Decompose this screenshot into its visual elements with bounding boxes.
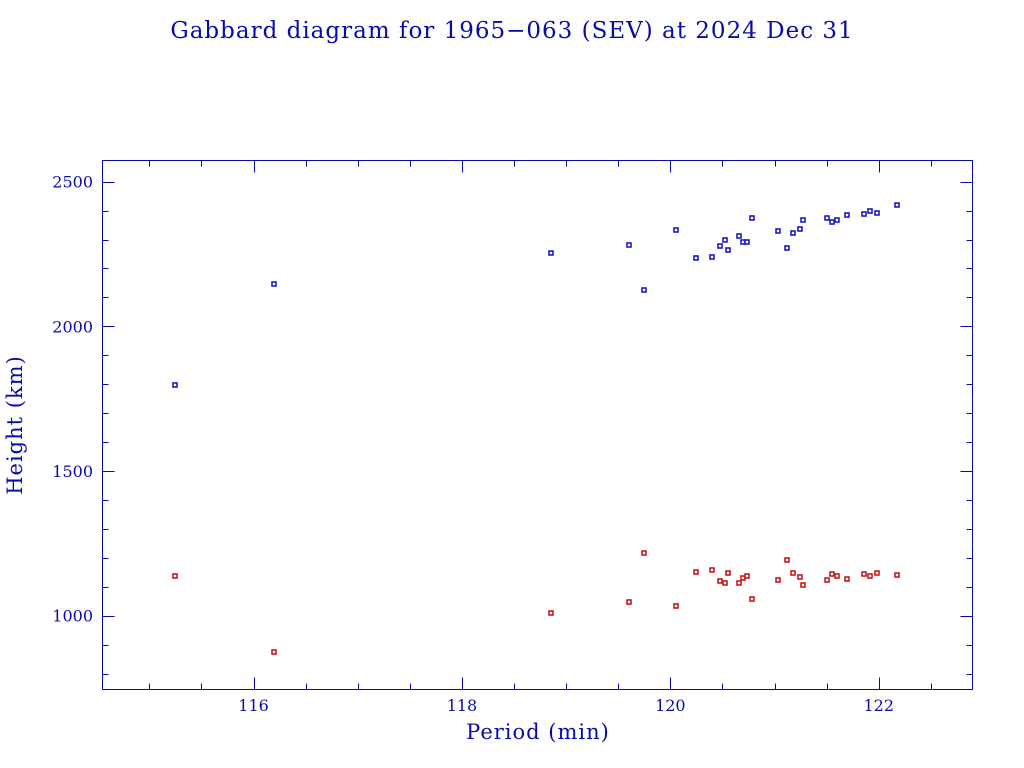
data-point bbox=[693, 255, 699, 261]
data-point bbox=[709, 254, 715, 260]
data-point bbox=[626, 242, 632, 248]
apogee-series bbox=[172, 202, 900, 388]
data-point bbox=[775, 228, 781, 234]
data-point bbox=[673, 227, 679, 233]
perigee-series bbox=[172, 550, 900, 655]
y-axis-label: Height (km) bbox=[3, 355, 27, 495]
data-point bbox=[874, 570, 880, 576]
x-tick-label: 116 bbox=[238, 696, 269, 715]
data-point bbox=[834, 573, 840, 579]
data-point bbox=[548, 250, 554, 256]
data-point bbox=[844, 576, 850, 582]
data-point bbox=[725, 247, 731, 253]
data-point bbox=[861, 571, 867, 577]
points-layer bbox=[172, 202, 900, 655]
data-point bbox=[824, 577, 830, 583]
x-tick-label: 118 bbox=[447, 696, 478, 715]
data-point bbox=[717, 578, 723, 584]
data-point bbox=[725, 570, 731, 576]
data-point bbox=[894, 572, 900, 578]
data-point bbox=[736, 233, 742, 239]
data-point bbox=[172, 382, 178, 388]
data-point bbox=[867, 573, 873, 579]
data-point bbox=[744, 239, 750, 245]
x-axis-label: Period (min) bbox=[466, 720, 610, 744]
data-point bbox=[744, 573, 750, 579]
data-point bbox=[800, 217, 806, 223]
chart-title: Gabbard diagram for 1965−063 (SEV) at 20… bbox=[170, 18, 853, 44]
y-tick-label: 2500 bbox=[52, 173, 93, 192]
data-point bbox=[874, 210, 880, 216]
data-point bbox=[861, 211, 867, 217]
data-point bbox=[271, 649, 277, 655]
y-tick-label: 1000 bbox=[52, 607, 93, 626]
data-point bbox=[797, 574, 803, 580]
data-point bbox=[722, 237, 728, 243]
data-point bbox=[829, 571, 835, 577]
data-point bbox=[641, 287, 647, 293]
data-point bbox=[824, 215, 830, 221]
data-point bbox=[749, 596, 755, 602]
data-point bbox=[736, 580, 742, 586]
y-tick-label: 1500 bbox=[52, 462, 93, 481]
data-point bbox=[626, 599, 632, 605]
data-point bbox=[790, 570, 796, 576]
data-point bbox=[641, 550, 647, 556]
data-point bbox=[693, 569, 699, 575]
data-point bbox=[844, 212, 850, 218]
data-point bbox=[784, 557, 790, 563]
data-point bbox=[709, 567, 715, 573]
data-point bbox=[829, 219, 835, 225]
data-point bbox=[749, 215, 755, 221]
data-point bbox=[834, 217, 840, 223]
data-point bbox=[800, 582, 806, 588]
data-point bbox=[271, 281, 277, 287]
plot-frame bbox=[102, 160, 973, 690]
axes-layer: 116 118 120 122 1000 1500 2000 2500 bbox=[52, 160, 973, 715]
x-tick-label: 120 bbox=[655, 696, 686, 715]
data-point bbox=[775, 577, 781, 583]
data-point bbox=[867, 208, 873, 214]
data-point bbox=[673, 603, 679, 609]
data-point bbox=[894, 202, 900, 208]
data-point bbox=[717, 243, 723, 249]
data-point bbox=[790, 230, 796, 236]
data-point bbox=[172, 573, 178, 579]
x-tick-label: 122 bbox=[863, 696, 894, 715]
data-point bbox=[722, 580, 728, 586]
data-point bbox=[797, 226, 803, 232]
data-point bbox=[784, 245, 790, 251]
y-tick-label: 2000 bbox=[52, 317, 93, 336]
data-point bbox=[548, 610, 554, 616]
